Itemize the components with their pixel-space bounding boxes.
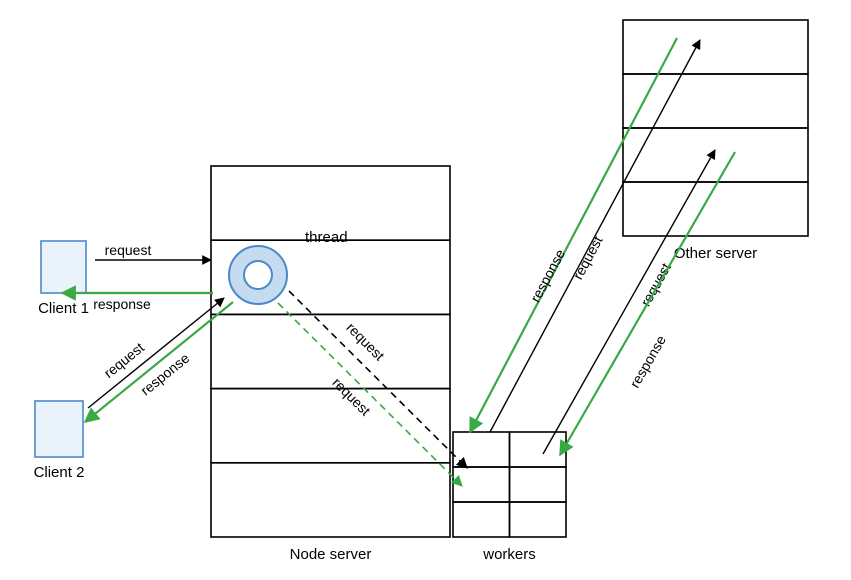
thread-label: thread [305, 229, 348, 246]
workers-label: workers [482, 546, 536, 563]
node-server [211, 166, 450, 537]
edge-label-t_to_w2: request [329, 374, 373, 418]
edge-t_to_w2 [278, 303, 462, 486]
edge-label-c2_req: request [101, 339, 147, 381]
edge-t_to_w1 [289, 291, 467, 468]
other-server [623, 20, 808, 236]
client-2-box [35, 401, 83, 457]
edge-w_to_os2_req [543, 150, 715, 454]
edge-label-w_to_os1_req: request [570, 233, 606, 282]
edge-label-w_to_os2_resp: response [626, 332, 669, 390]
edge-label-c1_req: request [105, 242, 152, 258]
edge-label-c1_resp: response [93, 296, 151, 312]
client-1-box [41, 241, 86, 293]
client-1-label: Client 1 [38, 300, 89, 317]
thread-ring [229, 246, 287, 304]
client-2-label: Client 2 [34, 464, 85, 481]
edge-w_to_os2_resp [560, 152, 735, 455]
architecture-diagram: Client 1 Client 2 Node server thread workers… [0, 0, 851, 580]
edge-label-t_to_w1: request [343, 319, 387, 363]
node-server-label: Node server [290, 546, 372, 563]
workers-grid [453, 432, 566, 537]
other-server-label: Other server [674, 245, 757, 262]
